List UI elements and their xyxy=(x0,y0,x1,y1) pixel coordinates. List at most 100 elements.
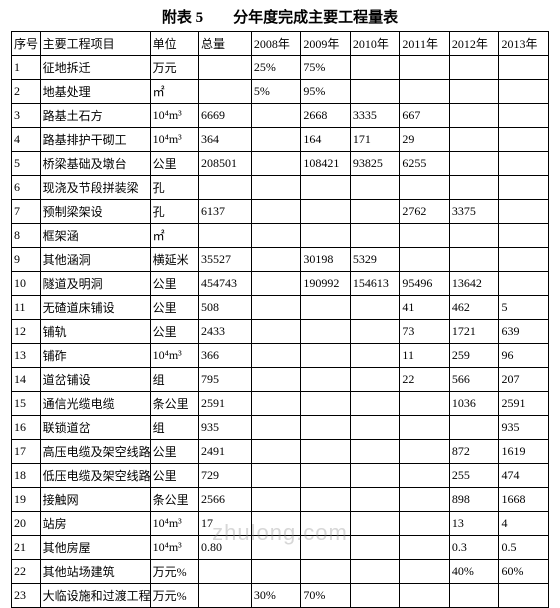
table-cell: 10⁴m³ xyxy=(150,512,198,536)
table-cell xyxy=(251,368,301,392)
table-cell: 3335 xyxy=(350,104,400,128)
table-cell: 6 xyxy=(12,176,41,200)
col-2013: 2013年 xyxy=(499,32,549,56)
table-cell: 93825 xyxy=(350,152,400,176)
table-cell: 10⁴m³ xyxy=(150,344,198,368)
table-cell: 6137 xyxy=(199,200,252,224)
table-cell xyxy=(251,296,301,320)
table-cell: 公里 xyxy=(150,272,198,296)
table-cell: 铺砟 xyxy=(40,344,150,368)
table-cell: 15 xyxy=(12,392,41,416)
table-cell: 898 xyxy=(449,488,499,512)
table-cell: 1036 xyxy=(449,392,499,416)
table-cell xyxy=(350,440,400,464)
table-cell: 12 xyxy=(12,320,41,344)
table-cell: 364 xyxy=(199,128,252,152)
table-cell xyxy=(400,248,450,272)
table-cell xyxy=(350,296,400,320)
table-row: 15通信光缆电缆条公里259110362591 xyxy=(12,392,549,416)
table-cell xyxy=(499,104,549,128)
table-cell: 17 xyxy=(199,512,252,536)
table-cell xyxy=(301,536,351,560)
table-cell: 11 xyxy=(400,344,450,368)
table-cell xyxy=(499,200,549,224)
table-cell: 22 xyxy=(400,368,450,392)
table-cell xyxy=(400,80,450,104)
table-cell: 5 xyxy=(12,152,41,176)
table-cell: 3 xyxy=(12,104,41,128)
table-cell xyxy=(301,344,351,368)
table-cell: 条公里 xyxy=(150,392,198,416)
table-cell: 预制梁架设 xyxy=(40,200,150,224)
table-cell: 25% xyxy=(251,56,301,80)
table-cell xyxy=(499,152,549,176)
table-cell: 259 xyxy=(449,344,499,368)
table-cell: ㎡ xyxy=(150,224,198,248)
table-cell xyxy=(199,56,252,80)
table-cell xyxy=(251,536,301,560)
table-cell: 2591 xyxy=(199,392,252,416)
table-cell xyxy=(400,584,450,608)
table-cell xyxy=(251,200,301,224)
table-cell: 454743 xyxy=(199,272,252,296)
table-cell xyxy=(251,488,301,512)
table-cell xyxy=(400,416,450,440)
table-cell: 13 xyxy=(12,344,41,368)
col-2009: 2009年 xyxy=(301,32,351,56)
table-cell: 站房 xyxy=(40,512,150,536)
table-cell xyxy=(199,224,252,248)
table-cell xyxy=(400,392,450,416)
engineering-table: 序号 主要工程项目 单位 总量 2008年 2009年 2010年 2011年 … xyxy=(11,31,549,608)
table-cell xyxy=(449,80,499,104)
table-cell: 横延米 xyxy=(150,248,198,272)
table-cell xyxy=(301,224,351,248)
table-cell xyxy=(449,56,499,80)
table-cell: 5329 xyxy=(350,248,400,272)
table-cell xyxy=(199,560,252,584)
table-cell: 接触网 xyxy=(40,488,150,512)
table-cell: 1 xyxy=(12,56,41,80)
table-cell: 10⁴m³ xyxy=(150,104,198,128)
table-cell xyxy=(350,560,400,584)
table-cell xyxy=(400,56,450,80)
table-cell: 35527 xyxy=(199,248,252,272)
table-cell: 1721 xyxy=(449,320,499,344)
table-cell: 795 xyxy=(199,368,252,392)
table-cell: 75% xyxy=(301,56,351,80)
table-cell xyxy=(449,176,499,200)
table-cell xyxy=(400,512,450,536)
table-cell: 0.80 xyxy=(199,536,252,560)
table-cell: 铺轨 xyxy=(40,320,150,344)
table-cell: 60% xyxy=(499,560,549,584)
table-cell: 22 xyxy=(12,560,41,584)
table-row: 1征地拆迁万元25%75% xyxy=(12,56,549,80)
table-row: 22其他站场建筑万元%40%60% xyxy=(12,560,549,584)
table-cell xyxy=(449,128,499,152)
table-title: 附表 5 分年度完成主要工程量表 xyxy=(0,0,560,31)
table-cell: 935 xyxy=(499,416,549,440)
table-cell xyxy=(251,464,301,488)
table-cell xyxy=(499,584,549,608)
table-cell: 14 xyxy=(12,368,41,392)
table-cell: 154613 xyxy=(350,272,400,296)
col-2011: 2011年 xyxy=(400,32,450,56)
table-cell: 2566 xyxy=(199,488,252,512)
table-cell xyxy=(499,248,549,272)
table-cell: 13642 xyxy=(449,272,499,296)
table-cell xyxy=(350,584,400,608)
col-unit: 单位 xyxy=(150,32,198,56)
table-row: 14道岔铺设组79522566207 xyxy=(12,368,549,392)
table-cell: 729 xyxy=(199,464,252,488)
table-cell xyxy=(301,440,351,464)
table-cell xyxy=(350,536,400,560)
table-row: 10隧道及明洞公里4547431909921546139549613642 xyxy=(12,272,549,296)
table-cell: 462 xyxy=(449,296,499,320)
table-cell: 公里 xyxy=(150,296,198,320)
table-cell xyxy=(251,512,301,536)
table-cell xyxy=(251,224,301,248)
table-row: 20站房10⁴m³17134 xyxy=(12,512,549,536)
table-cell: 41 xyxy=(400,296,450,320)
table-cell xyxy=(499,176,549,200)
table-cell: 190992 xyxy=(301,272,351,296)
table-cell xyxy=(400,440,450,464)
